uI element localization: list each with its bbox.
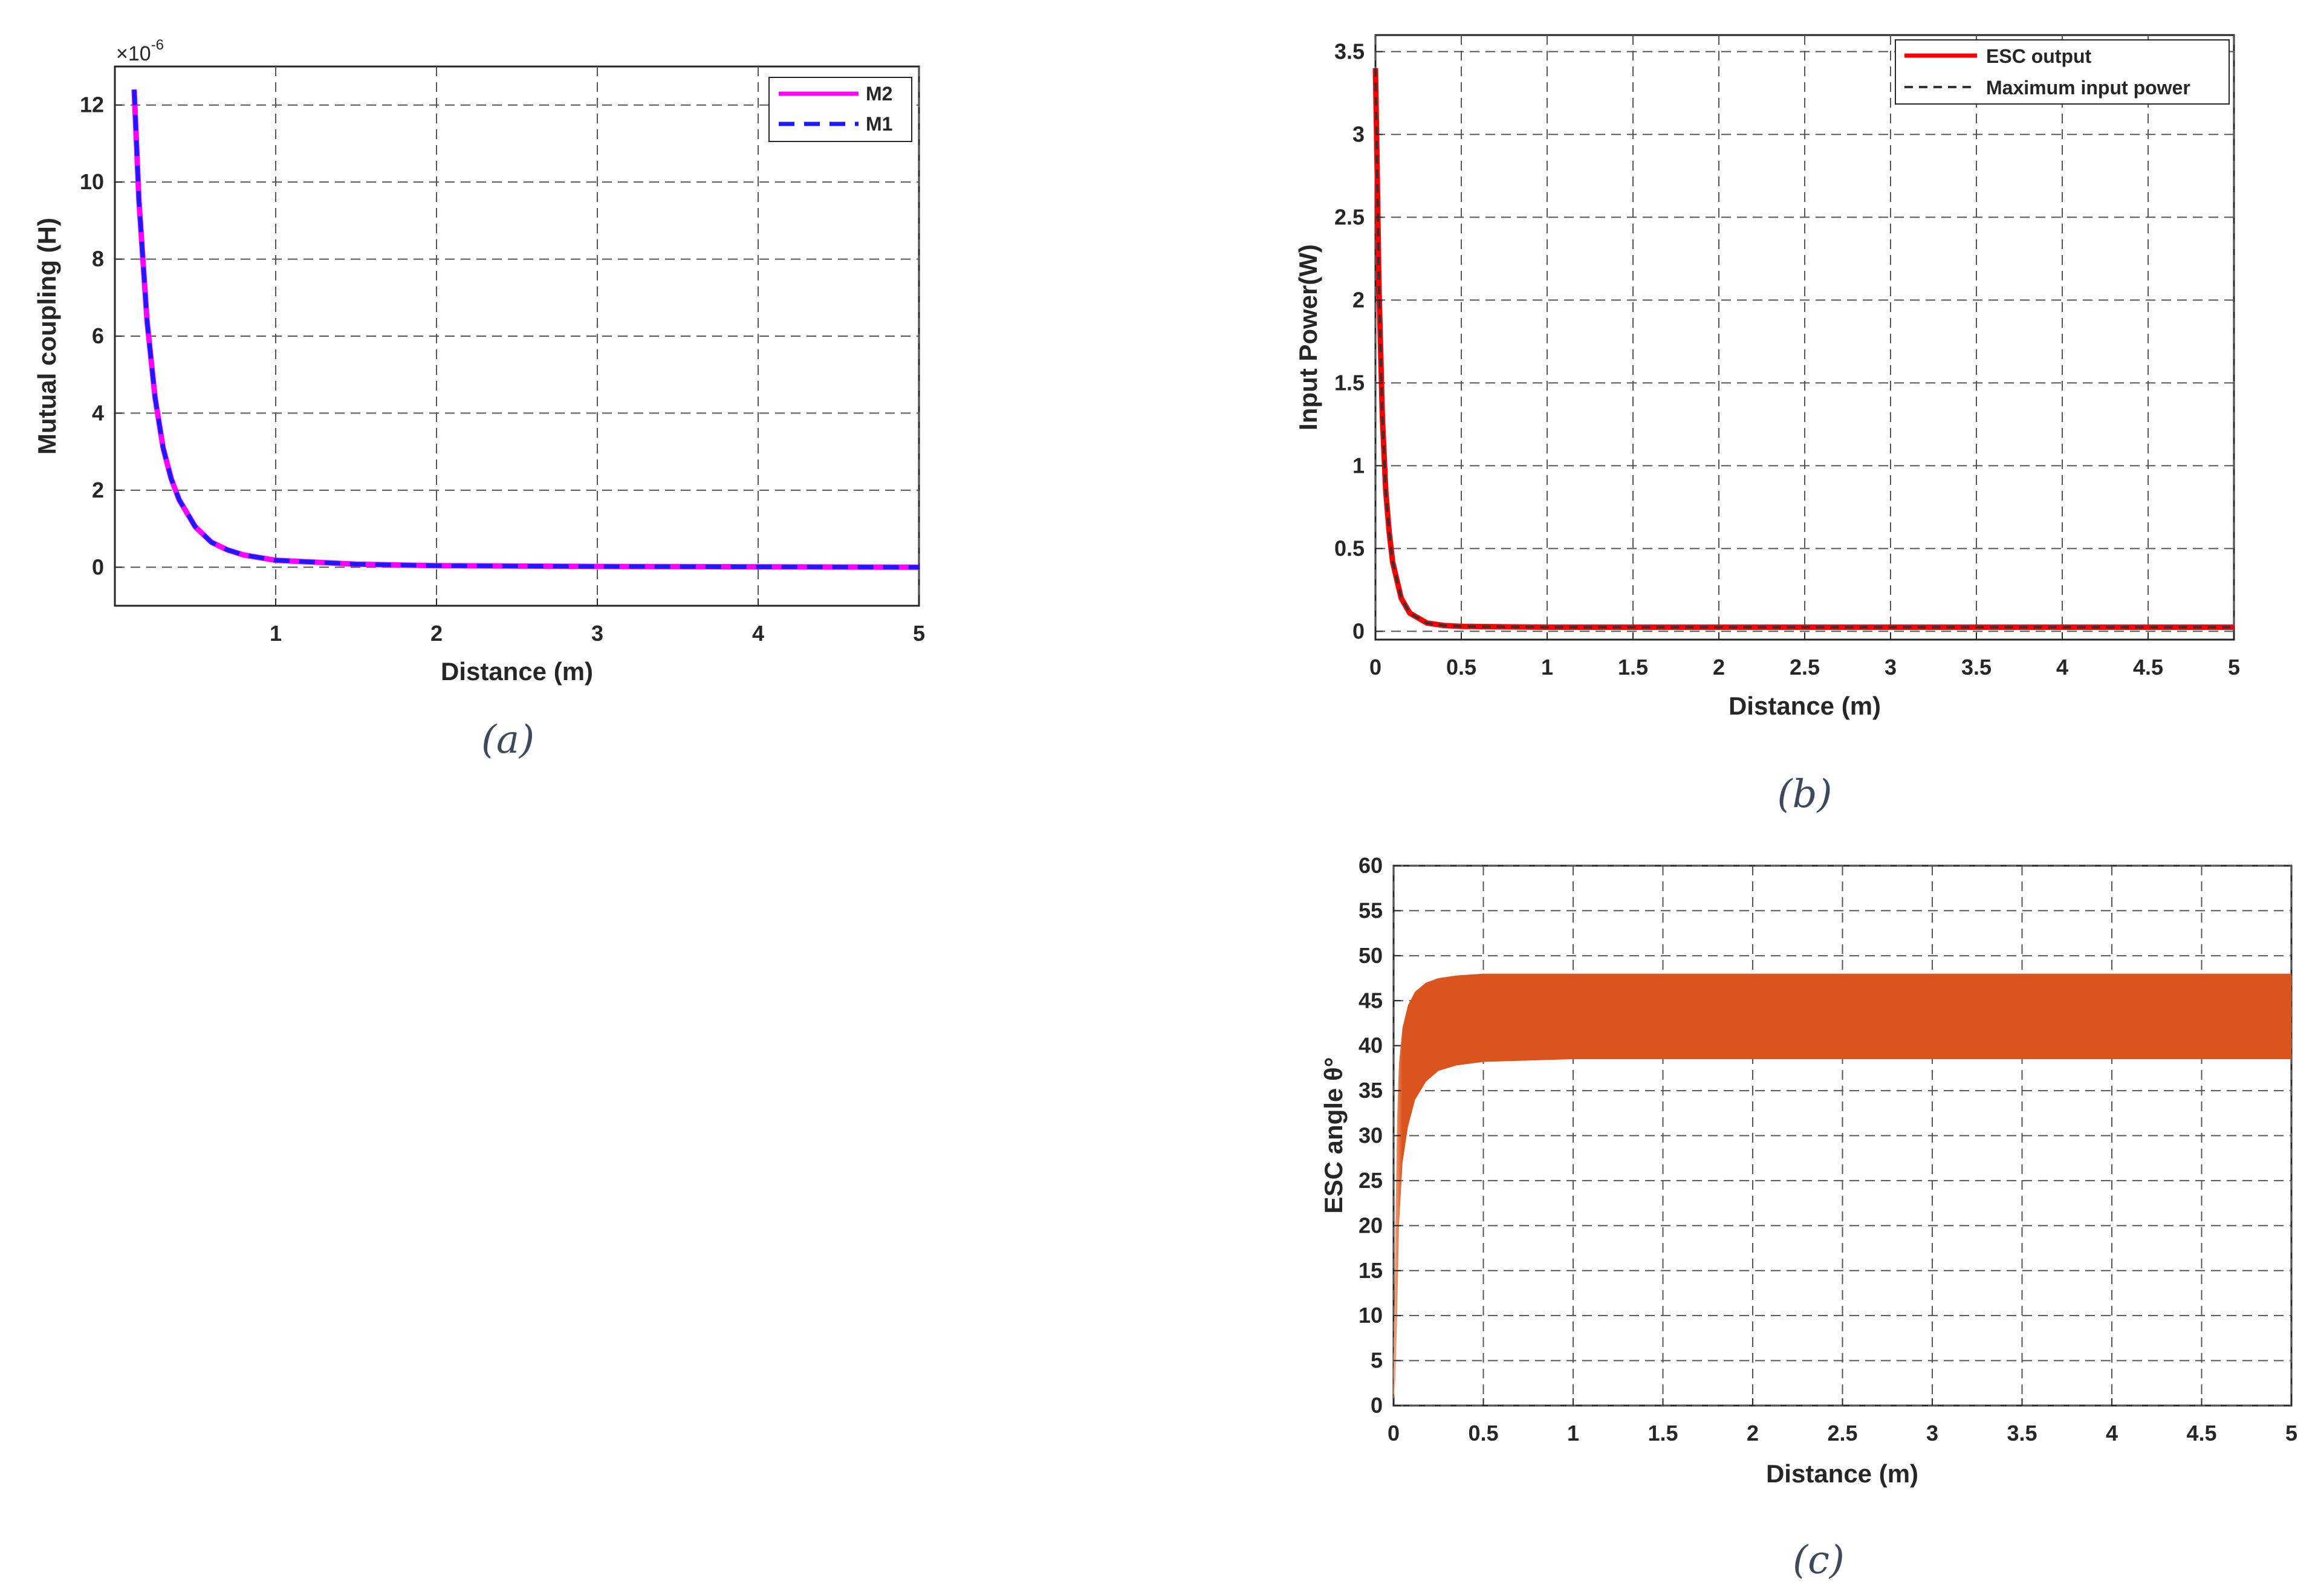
y-tick-label: 0 xyxy=(1371,1393,1383,1418)
x-tick-label: 2 xyxy=(1713,655,1725,680)
x-tick-label: 3 xyxy=(591,621,603,646)
y-tick-label: 0 xyxy=(1352,618,1365,643)
x-tick-label: 0 xyxy=(1369,655,1381,680)
y-tick-label: 15 xyxy=(1359,1258,1383,1283)
legend-label-maximum-input-power: Maximum input power xyxy=(1986,77,2190,99)
y-tick-label: 5 xyxy=(1371,1348,1383,1373)
y-tick-labels-b: 0 0.5 1 1.5 2 2.5 3 3.5 xyxy=(1334,39,1383,643)
x-tick-label: 4 xyxy=(752,621,764,646)
grid-b xyxy=(1375,35,2235,640)
caption-b: (b) xyxy=(1777,772,1833,817)
y-tick-label: 3.5 xyxy=(1334,39,1365,63)
y-tick-label: 2 xyxy=(92,478,104,502)
series-a xyxy=(131,89,920,570)
x-tick-label: 2 xyxy=(1747,1421,1759,1445)
series-b xyxy=(1372,68,2234,630)
caption-a: (a) xyxy=(481,718,534,762)
legend-box-b xyxy=(1895,39,2230,105)
legend-b: ESC output Maximum input power xyxy=(1895,39,2230,105)
x-tick-label: 1 xyxy=(1541,655,1553,680)
y-tick-label: 10 xyxy=(80,169,104,194)
x-tick-label: 1.5 xyxy=(1648,1421,1678,1445)
x-tick-label: 2.5 xyxy=(1790,655,1820,680)
chart-input-power: 0 0.5 1 1.5 2 2.5 3 3.5 4 4.5 5 0 0.5 1 1.5 2 2.5 3 3.5 D… xyxy=(1294,34,2240,817)
y-tick-label: 4 xyxy=(92,400,104,425)
legend-label-esc-output: ESC output xyxy=(1986,45,2092,67)
x-axis-label-c: Distance (m) xyxy=(1766,1459,1918,1488)
x-tick-label: 2 xyxy=(430,621,443,646)
y-tick-label: 2.5 xyxy=(1334,204,1365,229)
caption-c: (c) xyxy=(1793,1538,1845,1583)
y-tick-label: 40 xyxy=(1359,1033,1383,1058)
legend-box-a xyxy=(768,77,912,142)
y-axis-label-c: ESC angle θ° xyxy=(1319,1057,1348,1214)
y-tick-label: 10 xyxy=(1359,1303,1383,1328)
x-tick-label: 5 xyxy=(913,621,925,646)
x-tick-label: 1.5 xyxy=(1618,655,1648,680)
y-axis-label-b: Input Power(W) xyxy=(1294,244,1322,430)
x-tick-label: 4 xyxy=(2056,655,2068,680)
x-tick-label: 0 xyxy=(1388,1421,1400,1445)
y-tick-label: 60 xyxy=(1359,853,1383,878)
x-tick-labels-b: 0 0.5 1 1.5 2 2.5 3 3.5 4 4.5 5 xyxy=(1369,632,2240,680)
y-tick-label: 8 xyxy=(92,247,104,271)
y-tick-label: 35 xyxy=(1359,1078,1383,1103)
x-tick-label: 1 xyxy=(1567,1421,1579,1445)
x-tick-label: 3 xyxy=(1926,1421,1938,1445)
x-axis-label-b: Distance (m) xyxy=(1729,692,1881,720)
x-tick-label: 5 xyxy=(2285,1421,2297,1445)
legend-label-m1: M1 xyxy=(866,113,892,135)
y-tick-label: 55 xyxy=(1359,898,1383,923)
x-tick-label: 3.5 xyxy=(2007,1421,2037,1445)
x-tick-label: 4 xyxy=(2106,1421,2118,1445)
x-tick-label: 3.5 xyxy=(1961,655,1992,680)
y-tick-label: 45 xyxy=(1359,988,1383,1013)
x-tick-label: 0.5 xyxy=(1446,655,1476,680)
x-tick-label: 0.5 xyxy=(1468,1421,1498,1445)
x-tick-label: 4.5 xyxy=(2186,1421,2216,1445)
legend-a: M2 M1 xyxy=(768,77,912,142)
y-tick-label: 25 xyxy=(1359,1168,1383,1193)
exponent-label-a: ×10-6 xyxy=(116,37,164,65)
y-tick-label: 50 xyxy=(1359,943,1383,968)
grid-a xyxy=(115,66,920,606)
x-tick-label: 2.5 xyxy=(1827,1421,1857,1445)
series-c xyxy=(1394,973,2291,1406)
y-tick-label: 12 xyxy=(80,92,104,117)
esc-angle-band xyxy=(1394,973,2291,1406)
series-line-m1 xyxy=(132,89,920,569)
y-tick-label: 30 xyxy=(1359,1123,1383,1148)
x-tick-label: 3 xyxy=(1885,655,1897,680)
y-tick-label: 0.5 xyxy=(1334,536,1365,560)
chart-esc-angle: 0 0.5 1 1.5 2 2.5 3 3.5 4 4.5 5 0 5 10 15 20 25 30 35 40 45… xyxy=(1319,853,2297,1583)
x-tick-labels-c: 0 0.5 1 1.5 2 2.5 3 3.5 4 4.5 5 xyxy=(1388,1398,2297,1445)
y-tick-label: 6 xyxy=(92,323,104,348)
y-tick-labels-c: 0 5 10 15 20 25 30 35 40 45 50 55 60 xyxy=(1359,853,1401,1418)
y-tick-label: 1 xyxy=(1352,453,1365,478)
x-tick-label: 1 xyxy=(270,621,282,646)
legend-label-m2: M2 xyxy=(866,83,892,105)
x-tick-labels-a: 1 2 3 4 5 xyxy=(270,598,925,646)
y-tick-label: 3 xyxy=(1352,122,1365,146)
y-tick-label: 0 xyxy=(92,554,104,579)
x-tick-label: 4.5 xyxy=(2133,655,2163,680)
series-line-maximum-input-power xyxy=(1374,68,2234,629)
x-tick-label: 5 xyxy=(2228,655,2240,680)
y-axis-label-a: Mutual coupling (H) xyxy=(33,218,61,455)
y-tick-label: 2 xyxy=(1352,287,1365,312)
y-tick-labels-a: 0 2 4 6 8 10 12 xyxy=(80,92,122,579)
y-tick-label: 20 xyxy=(1359,1213,1383,1238)
y-tick-label: 1.5 xyxy=(1334,370,1365,395)
x-axis-label-a: Distance (m) xyxy=(441,657,593,686)
